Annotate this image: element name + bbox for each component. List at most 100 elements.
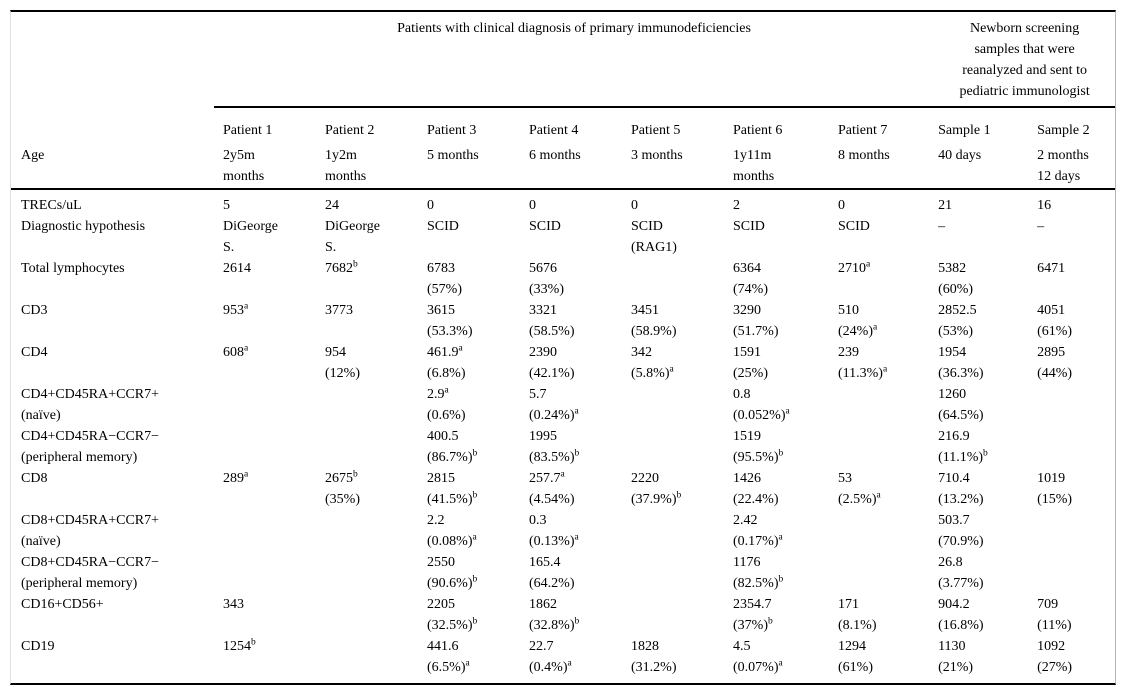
table-cell: 1130 (21%) bbox=[938, 639, 974, 675]
row-label: Total lymphocytes bbox=[21, 261, 125, 276]
table-cell bbox=[622, 552, 724, 594]
table-cell: 6364 (74%) bbox=[733, 261, 768, 297]
table-cell: 239 (11.3%)a bbox=[838, 345, 888, 381]
table-cell: – bbox=[938, 219, 946, 234]
table-cell: 0 bbox=[427, 198, 434, 213]
table-row: CD8+CD45RA−CCR7− (peripheral memory) 2550(… bbox=[11, 552, 1115, 594]
table-cell: 1954 (36.3%) bbox=[938, 345, 984, 381]
table-cell: 6471 bbox=[1037, 261, 1066, 276]
table-cell: 216.9 (11.1%)b bbox=[938, 429, 988, 465]
table-cell: 0 bbox=[529, 198, 536, 213]
table-cell: 2 bbox=[733, 198, 740, 213]
table-cell: 1260 (64.5%) bbox=[938, 387, 984, 423]
column-header: Sample 2 bbox=[1037, 123, 1090, 138]
row-label: CD8 bbox=[21, 471, 48, 486]
table-cell bbox=[1028, 384, 1115, 426]
column-header: Patient 5 bbox=[631, 123, 681, 138]
age-value: 3 months bbox=[622, 144, 724, 190]
column-header: Sample 1 bbox=[938, 123, 991, 138]
row-label: CD4+CD45RA−CCR7− (peripheral memory) bbox=[21, 429, 160, 465]
table-cell: 0 bbox=[838, 198, 845, 213]
table-cell bbox=[214, 384, 316, 426]
table-cell: 16 bbox=[1037, 198, 1052, 213]
age-value: 1y2m months bbox=[316, 144, 418, 190]
table-cell: 2.2 (0.08%)a bbox=[427, 513, 477, 549]
age-value: 8 months bbox=[829, 144, 930, 190]
table-cell bbox=[622, 258, 724, 300]
table-row: CD4 608a 954 (12%) 461.9a (6.8%) 2390 (42.1%) 34… bbox=[11, 342, 1115, 384]
immunodeficiency-table: Patients with clinical diagnosis of prim… bbox=[10, 10, 1117, 685]
column-header: Patient 3 bbox=[427, 123, 477, 138]
table-row: CD16+CD56+ 343 2205 (32.5%)b 1862 (32.8%)b 235… bbox=[11, 594, 1115, 636]
table-cell: 953a bbox=[223, 301, 249, 318]
table-cell: 5.7 (0.24%)a bbox=[529, 387, 579, 423]
table-cell: 1176 (82.5%)b bbox=[733, 555, 784, 591]
table-cell bbox=[1028, 552, 1115, 594]
table-cell: 0.8 (0.052%)a bbox=[733, 387, 790, 423]
table-cell: 24 bbox=[325, 198, 339, 213]
column-header: Patient 4 bbox=[529, 123, 579, 138]
table-cell: 3615 (53.3%) bbox=[427, 303, 473, 339]
table-cell: 2354.7 (37%)b bbox=[733, 597, 773, 633]
table-cell bbox=[214, 552, 316, 594]
table-cell: 1591 (25%) bbox=[733, 345, 768, 381]
table-row: CD8 289a 2675b (35%) 2815 (41.5%)b 257.7a (4.54… bbox=[11, 468, 1115, 510]
table-cell: 503.7 (70.9%) bbox=[938, 513, 984, 549]
table-cell: 171 (8.1%) bbox=[838, 597, 877, 633]
column-header-spacer bbox=[11, 108, 214, 144]
table-cell: 1426 (22.4%) bbox=[733, 471, 779, 507]
table-cell: 289a bbox=[223, 469, 249, 486]
table-cell: 441.6 (6.5%)a bbox=[427, 639, 470, 675]
table-cell bbox=[829, 384, 929, 426]
table-cell: 2.42 (0.17%)a bbox=[733, 513, 783, 549]
patients-group-header: Patients with clinical diagnosis of prim… bbox=[214, 12, 930, 108]
table-cell: 954 (12%) bbox=[325, 345, 360, 381]
table-cell: 26.8 (3.77%) bbox=[938, 555, 984, 591]
table-cell: 710.4 (13.2%) bbox=[938, 471, 984, 507]
age-value: 2 months 12 days bbox=[1028, 144, 1116, 190]
table-cell: 2852.5 (53%) bbox=[938, 303, 977, 339]
column-header: Patient 6 bbox=[733, 123, 783, 138]
table-row: Diagnostic hypothesis DiGeorge S. DiGeorge S… bbox=[11, 216, 1115, 258]
row-label: CD3 bbox=[21, 303, 48, 318]
row-label: CD8+CD45RA+CCR7+ (naïve) bbox=[21, 513, 160, 549]
table-cell: 2220 (37.9%)b bbox=[631, 471, 682, 507]
table-row: CD4+CD45RA+CCR7+ (naïve) 2.9a (0.6%) 5.7 (0.2… bbox=[11, 384, 1115, 426]
row-label: TRECs/uL bbox=[21, 198, 82, 213]
table-cell: 0 bbox=[631, 198, 638, 213]
table-cell bbox=[829, 510, 929, 552]
table-cell: 608a bbox=[223, 343, 249, 360]
table-cell: 5 bbox=[223, 198, 230, 213]
table-cell: 1519 (95.5%)b bbox=[733, 429, 784, 465]
table-cell: DiGeorge S. bbox=[223, 219, 278, 255]
newborn-group-header: Newborn screening samples that were rean… bbox=[929, 12, 1116, 108]
age-value: 2y5m months bbox=[214, 144, 316, 190]
table-cell: 342 (5.8%)a bbox=[631, 345, 674, 381]
table-cell: 53 (2.5%)a bbox=[838, 471, 881, 507]
table-cell: 2815 (41.5%)b bbox=[427, 471, 478, 507]
table-cell: 4.5 (0.07%)a bbox=[733, 639, 783, 675]
table-cell: 904.2 (16.8%) bbox=[938, 597, 984, 633]
age-value: 1y11m months bbox=[724, 144, 829, 190]
table-cell: DiGeorge S. bbox=[325, 219, 380, 255]
table-cell: 2205 (32.5%)b bbox=[427, 597, 478, 633]
table-cell bbox=[622, 426, 724, 468]
table-cell: 2550 (90.6%)b bbox=[427, 555, 478, 591]
table-cell: 3773 bbox=[325, 303, 353, 318]
table-row: CD8+CD45RA+CCR7+ (naïve) 2.2 (0.08%)a 0.3 (0.… bbox=[11, 510, 1115, 552]
table-cell: SCID bbox=[427, 219, 459, 234]
table-cell: 2.9a (0.6%) bbox=[427, 385, 466, 423]
age-value: 5 months bbox=[418, 144, 520, 190]
table-cell: 22.7 (0.4%)a bbox=[529, 639, 572, 675]
table-cell: 1092 (27%) bbox=[1037, 639, 1073, 675]
table-cell bbox=[1028, 426, 1115, 468]
row-label: CD8+CD45RA−CCR7− (peripheral memory) bbox=[21, 555, 160, 591]
table-cell: 1862 (32.8%)b bbox=[529, 597, 580, 633]
table-row: Total lymphocytes 2614 7682b 6783 (57%) 5676(… bbox=[11, 258, 1115, 300]
table-cell: 510 (24%)a bbox=[838, 303, 878, 339]
table-cell: 21 bbox=[938, 198, 953, 213]
column-header: Patient 7 bbox=[838, 123, 888, 138]
table-cell: 2895 (44%) bbox=[1037, 345, 1073, 381]
age-row: Age 2y5m months 1y2m months 5 months 6 months… bbox=[11, 144, 1116, 190]
table-cell: 165.4 (64.2%) bbox=[529, 555, 575, 591]
